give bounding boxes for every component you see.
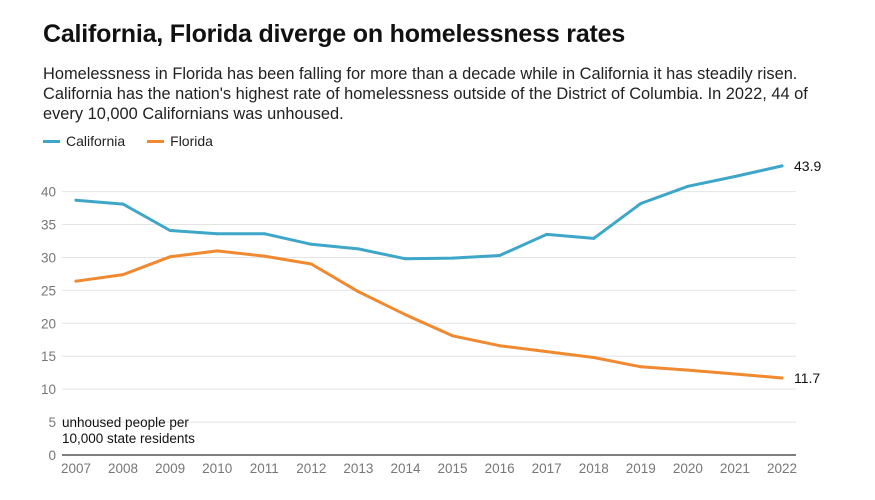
x-tick-label-2022: 2022: [767, 461, 797, 476]
series-line-florida: [74, 249, 784, 380]
legend-label-california: California: [66, 133, 126, 149]
x-tick-label-2008: 2008: [108, 461, 138, 476]
legend-item-california: California: [43, 133, 125, 149]
y-tick-label-5: 5: [48, 415, 56, 430]
x-tick-label-2010: 2010: [202, 461, 232, 476]
x-tick-label-2020: 2020: [673, 461, 703, 476]
y-tick-label-25: 25: [41, 283, 56, 298]
data-point-florida-2021: [733, 372, 737, 376]
chart-title: California, Florida diverge on homelessn…: [43, 20, 626, 48]
grid-layer: [62, 191, 796, 456]
y-axis-note-line-2: 10,000 state residents: [62, 431, 195, 446]
data-point-florida-2019: [639, 365, 643, 369]
data-point-florida-2012: [309, 262, 313, 266]
data-point-california-2012: [309, 242, 313, 246]
y-tick-label-35: 35: [41, 218, 56, 233]
chart-legend: California Florida: [43, 133, 235, 149]
series-lines: 43.9 11.7: [74, 158, 821, 386]
x-tick-label-2016: 2016: [485, 461, 515, 476]
data-point-california-2020: [686, 184, 690, 188]
legend-item-florida: Florida: [147, 133, 213, 149]
data-point-florida-2017: [545, 350, 549, 354]
x-tick-label-2014: 2014: [390, 461, 421, 476]
end-label-california: 43.9: [794, 158, 821, 174]
data-point-california-2018: [592, 236, 596, 240]
legend-swatch-california: [43, 139, 60, 143]
data-point-florida-2020: [686, 368, 690, 372]
y-tick-label-10: 10: [41, 382, 56, 397]
x-tick-label-2021: 2021: [720, 461, 750, 476]
data-point-florida-2015: [451, 334, 455, 338]
data-point-florida-2009: [168, 255, 172, 259]
data-point-florida-2014: [403, 313, 407, 317]
x-tick-label-2019: 2019: [626, 461, 656, 476]
data-point-california-2016: [498, 253, 502, 257]
data-point-california-2017: [545, 232, 549, 236]
x-tick-label-2012: 2012: [296, 461, 326, 476]
y-tick-label-0: 0: [48, 448, 56, 463]
data-point-california-2007: [74, 198, 78, 202]
data-point-california-2011: [262, 232, 266, 236]
x-tick-labels: 2007 2008 2009 2010 2011 2012 2013 2014 2015 2016…: [61, 461, 797, 476]
x-tick-label-2017: 2017: [532, 461, 562, 476]
x-tick-label-2009: 2009: [155, 461, 185, 476]
data-point-california-2019: [639, 201, 643, 205]
data-point-california-2015: [451, 256, 455, 260]
legend-swatch-florida: [147, 139, 165, 143]
data-point-florida-2010: [215, 249, 219, 253]
x-tick-label-2015: 2015: [438, 461, 468, 476]
data-point-california-2022: [780, 164, 784, 168]
data-point-florida-2008: [121, 273, 125, 277]
x-tick-label-2018: 2018: [579, 461, 609, 476]
y-tick-label-40: 40: [41, 185, 56, 200]
data-point-california-2010: [215, 232, 219, 236]
chart-subtitle: Homelessness in Florida has been falling…: [43, 65, 808, 123]
series-line-california: [74, 164, 784, 261]
data-point-california-2008: [121, 202, 125, 206]
y-tick-label-30: 30: [41, 250, 56, 265]
data-point-florida-2022: [780, 376, 784, 380]
y-tick-label-15: 15: [41, 349, 56, 364]
data-point-california-2013: [356, 247, 360, 251]
data-point-california-2014: [403, 257, 407, 261]
end-label-florida: 11.7: [794, 370, 820, 386]
y-tick-labels: 0 5 10 15 20 25 30 35 40: [41, 185, 56, 463]
legend-label-florida: Florida: [170, 133, 213, 149]
data-point-florida-2018: [592, 356, 596, 360]
data-point-florida-2013: [356, 290, 360, 294]
data-point-florida-2007: [74, 279, 78, 283]
y-axis-note-line-1: unhoused people per: [62, 415, 189, 430]
x-tick-label-2013: 2013: [343, 461, 373, 476]
data-point-florida-2016: [498, 344, 502, 348]
x-tick-label-2007: 2007: [61, 461, 91, 476]
data-point-california-2009: [168, 228, 172, 232]
data-point-california-2021: [733, 174, 737, 178]
data-point-florida-2011: [262, 254, 266, 258]
y-tick-label-20: 20: [41, 316, 56, 331]
x-tick-label-2011: 2011: [250, 461, 279, 476]
